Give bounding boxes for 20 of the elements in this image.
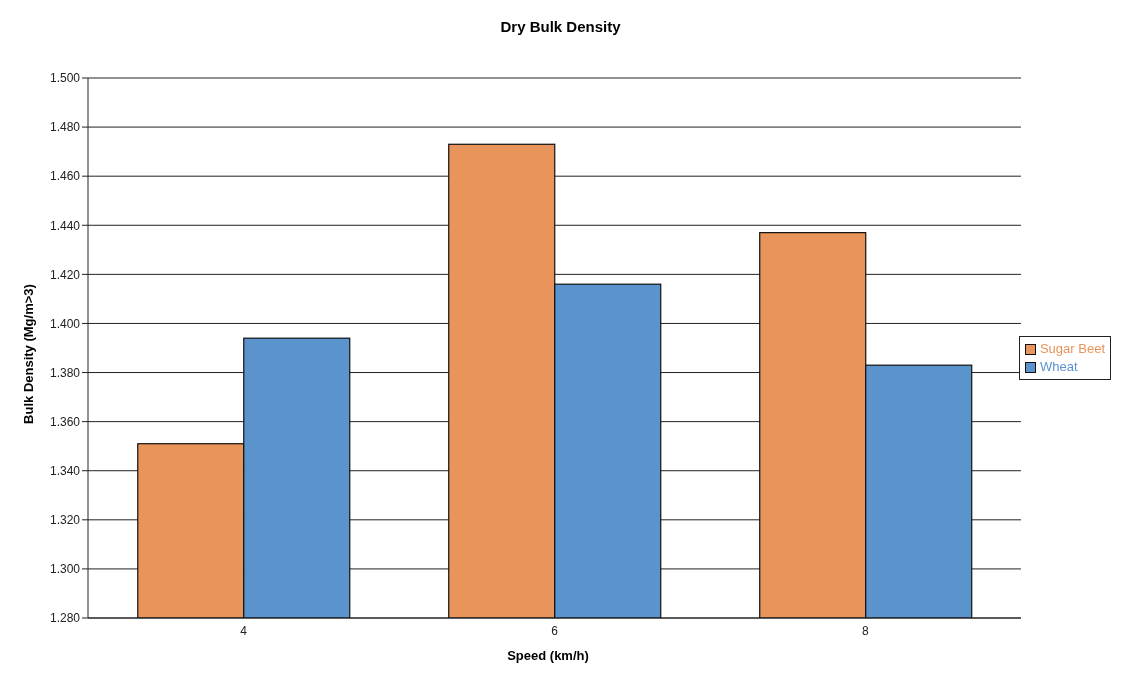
y-tick-label: 1.480 <box>49 120 81 135</box>
chart-title: Dry Bulk Density <box>499 18 622 35</box>
x-tick-label: 6 <box>551 623 559 638</box>
legend-label: Sugar Beet <box>1039 340 1105 358</box>
y-tick-label: 1.380 <box>49 365 81 380</box>
y-tick-label: 1.440 <box>49 218 81 233</box>
x-tick-label: 8 <box>862 623 870 638</box>
legend-label: Wheat <box>1039 358 1078 376</box>
x-axis-title: Speed (km/h) <box>506 648 590 663</box>
y-tick-label: 1.300 <box>49 562 81 577</box>
y-tick-label: 1.340 <box>49 463 81 478</box>
y-tick-label: 1.460 <box>49 169 81 184</box>
y-tick-label: 1.280 <box>49 611 81 626</box>
x-tick-label: 4 <box>240 623 248 638</box>
y-axis-title: Bulk Density (Mg/m>3) <box>20 284 36 424</box>
y-tick-label: 1.320 <box>49 513 81 528</box>
y-tick-label: 1.500 <box>49 71 81 86</box>
y-tick-label: 1.360 <box>49 414 81 429</box>
y-tick-label: 1.420 <box>49 267 81 282</box>
y-tick-label: 1.400 <box>49 316 81 331</box>
